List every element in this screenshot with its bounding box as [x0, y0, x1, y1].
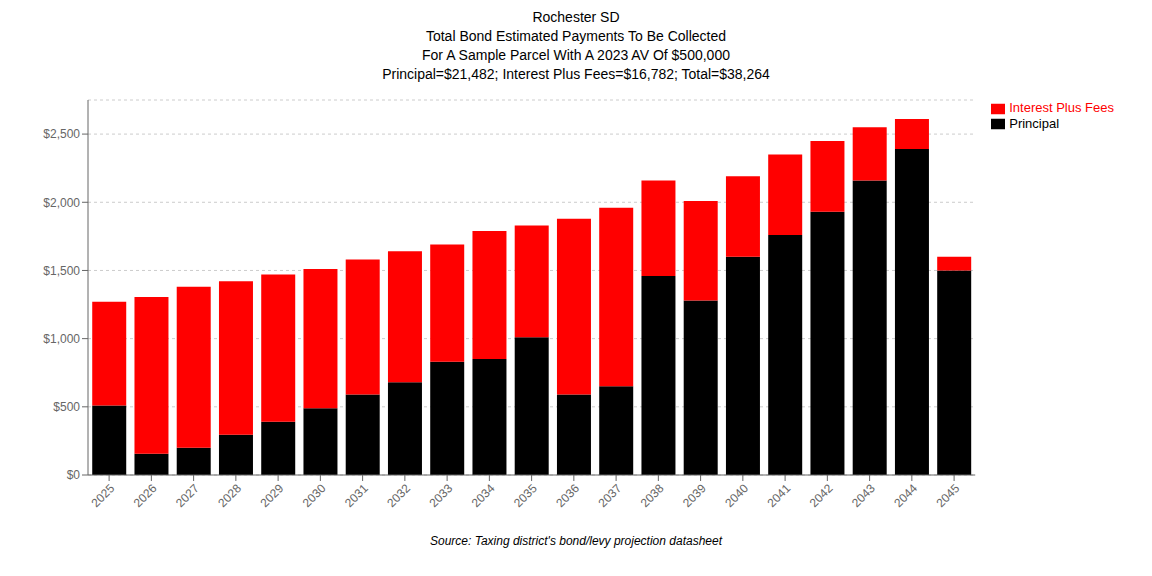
svg-text:2028: 2028 [215, 481, 244, 510]
svg-text:2038: 2038 [638, 481, 667, 510]
svg-text:$2,500: $2,500 [43, 127, 80, 141]
svg-text:2042: 2042 [807, 481, 836, 510]
svg-text:$500: $500 [53, 400, 80, 414]
svg-text:2025: 2025 [88, 481, 117, 510]
svg-text:2033: 2033 [426, 481, 455, 510]
svg-text:2029: 2029 [257, 481, 286, 510]
html-text:For A Sample Parcel With A 202: For A Sample Parcel With A 2023 AV Of $5… [422, 47, 730, 63]
svg-text:2035: 2035 [511, 481, 540, 510]
svg-text:2027: 2027 [173, 481, 202, 510]
svg-text:2043: 2043 [849, 481, 878, 510]
svg-text:2034: 2034 [469, 481, 498, 510]
svg-text:$2,000: $2,000 [43, 196, 80, 210]
svg-text:2036: 2036 [553, 481, 582, 510]
html-text:Principal: Principal [1009, 115, 1060, 131]
html-text:Principal=$21,482; Interest Pl: Principal=$21,482; Interest Plus Fees=$1… [382, 66, 770, 82]
svg-text:2039: 2039 [680, 481, 709, 510]
svg-text:2030: 2030 [300, 481, 329, 510]
html-text:Rochester SD: Rochester SD [532, 9, 620, 25]
html-text:Interest Plus Fees: Interest Plus Fees [1009, 100, 1114, 115]
svg-text:2040: 2040 [722, 481, 751, 510]
svg-text:2026: 2026 [131, 481, 160, 510]
svg-text:2045: 2045 [933, 481, 962, 510]
svg-text:$0: $0 [67, 468, 81, 482]
svg-text:2037: 2037 [595, 481, 624, 510]
svg-text:$1,000: $1,000 [43, 332, 80, 346]
svg-text:$1,500: $1,500 [43, 264, 80, 278]
svg-text:2041: 2041 [764, 481, 793, 510]
svg-text:2044: 2044 [891, 481, 920, 510]
html-text:Total Bond Estimated Payments: Total Bond Estimated Payments To Be Coll… [425, 28, 727, 44]
html-text:Source: Taxing district's bond: Source: Taxing district's bond/levy proj… [430, 534, 722, 548]
svg-text:2032: 2032 [384, 481, 413, 510]
svg-text:2031: 2031 [342, 481, 371, 510]
